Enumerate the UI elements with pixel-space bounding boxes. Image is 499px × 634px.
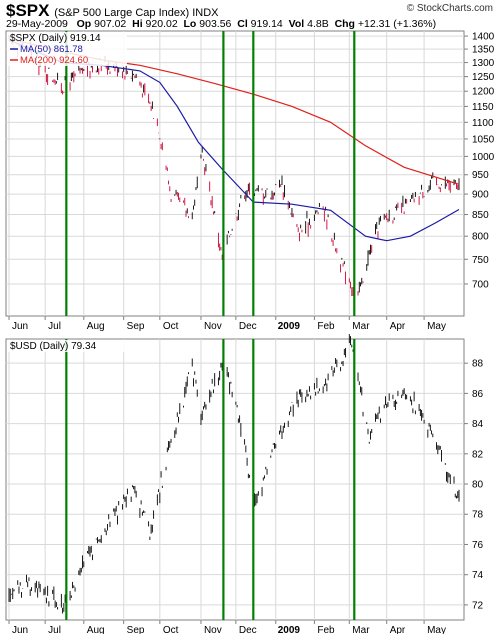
y-tick-label: 950 — [472, 170, 489, 181]
copyright: © StockCharts.com — [406, 3, 493, 14]
plot-area — [5, 338, 465, 621]
y-tick-label: 84 — [472, 419, 484, 430]
y-tick-label: 72 — [472, 600, 484, 611]
y-tick-label: 80 — [472, 480, 484, 491]
high-value: 920.02 — [145, 18, 178, 30]
symbol-name: (S&P 500 Large Cap Index) INDX — [54, 7, 219, 19]
y-tick-label: 1000 — [472, 152, 495, 163]
y-tick-label: 850 — [472, 210, 489, 221]
x-tick-label: Dec — [239, 321, 257, 332]
x-tick-label: Sep — [127, 625, 145, 634]
symbol: $SPX — [6, 1, 50, 20]
x-tick-label: Mar — [352, 625, 370, 634]
volume-value: 4.8B — [307, 18, 329, 30]
y-tick-label: 86 — [472, 389, 484, 400]
x-tick-label: Apr — [390, 321, 406, 332]
volume-label: Vol — [288, 18, 305, 30]
low-value: 903.56 — [199, 18, 232, 30]
close-value: 919.14 — [250, 18, 283, 30]
x-tick-label: Nov — [204, 625, 222, 634]
y-tick-label: 1250 — [472, 72, 495, 83]
y-tick-label: 1300 — [472, 58, 495, 69]
legend-label: MA(200) 924.60 — [20, 55, 88, 66]
y-tick-label: 800 — [472, 232, 489, 243]
y-tick-label: 76 — [472, 540, 484, 551]
y-tick-label: 750 — [472, 255, 489, 266]
x-tick-label: Jul — [48, 625, 61, 634]
x-tick-label: Nov — [204, 321, 222, 332]
y-tick-label: 88 — [472, 359, 484, 370]
low-label: Lo — [183, 18, 197, 30]
x-tick-label: Apr — [390, 625, 406, 634]
close-label: Cl — [237, 18, 248, 30]
panel-1: 700 750 800 850 900 950 1000 1050 1100 1150 1200 12… — [5, 30, 495, 332]
quote-line: 29-May-2009 Op 907.02 Hi 920.02 Lo 903.5… — [6, 18, 436, 30]
x-tick-label: Jun — [12, 625, 28, 634]
panel-title: $SPX (Daily) 919.14 — [10, 33, 101, 44]
quote-date: 29-May-2009 — [6, 18, 68, 30]
x-tick-label: 2009 — [278, 625, 301, 634]
panel-title: $USD (Daily) 79.34 — [10, 341, 97, 352]
x-tick-label: Feb — [317, 321, 335, 332]
x-tick-label: 2009 — [278, 321, 301, 332]
x-tick-label: Mar — [352, 321, 370, 332]
x-tick-label: Aug — [87, 321, 105, 332]
y-tick-label: 1150 — [472, 102, 494, 113]
high-label: Hi — [132, 18, 143, 30]
x-tick-label: Oct — [163, 321, 179, 332]
y-tick-label: 1200 — [472, 87, 495, 98]
legend-box — [7, 32, 127, 66]
open-label: Op — [76, 18, 92, 30]
y-tick-label: 82 — [472, 449, 484, 460]
plot-area — [5, 30, 465, 317]
change-label: Chg — [334, 18, 355, 30]
x-tick-label: Aug — [87, 625, 105, 634]
ma50-line — [8, 39, 460, 242]
y-tick-label: 1350 — [472, 45, 495, 56]
y-tick-label: 700 — [472, 279, 489, 290]
y-tick-label: 74 — [472, 570, 484, 581]
x-tick-label: Jul — [48, 321, 61, 332]
legend-label: MA(50) 861.78 — [20, 44, 83, 55]
x-tick-label: Sep — [127, 321, 145, 332]
y-tick-label: 78 — [472, 510, 484, 521]
y-tick-label: 900 — [472, 190, 489, 201]
y-tick-label: 1100 — [472, 118, 494, 129]
legend-box — [7, 340, 127, 352]
chart-title: $SPX (S&P 500 Large Cap Index) INDX — [6, 1, 219, 21]
x-tick-label: May — [427, 321, 446, 332]
change-value: +12.31 (+1.36%) — [357, 18, 437, 30]
x-tick-label: Dec — [239, 625, 257, 634]
open-value: 907.02 — [94, 18, 127, 30]
x-tick-label: May — [427, 625, 446, 634]
x-tick-label: Jun — [12, 321, 28, 332]
x-tick-label: Oct — [163, 625, 179, 634]
y-tick-label: 1050 — [472, 134, 495, 145]
panel-2: 72 74 76 78 80 82 84 86 88 $USD (Daily) 79.34 Jun J… — [5, 334, 484, 634]
x-tick-label: Feb — [317, 625, 335, 634]
y-tick-label: 1400 — [472, 32, 495, 43]
